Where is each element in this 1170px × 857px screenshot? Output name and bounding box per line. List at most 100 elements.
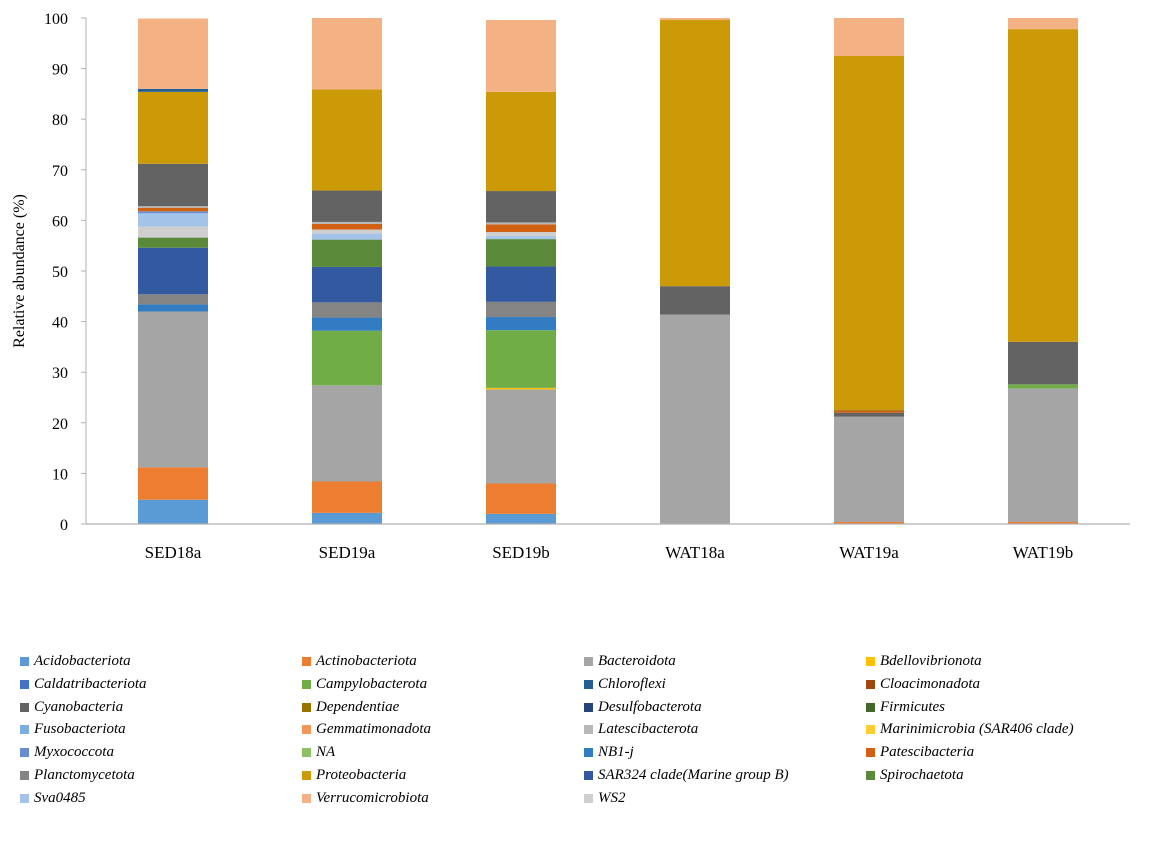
legend-swatch bbox=[584, 679, 593, 689]
x-tick-label: SED19b bbox=[492, 543, 550, 562]
bar-segment-SED19b-planctomycetota bbox=[486, 301, 556, 318]
bar-segment-SED19b-sar324-clade-marine-group-b- bbox=[486, 266, 556, 302]
bar-segment-WAT19b-actinobacteriota bbox=[1008, 521, 1078, 524]
x-tick-label: WAT19b bbox=[1013, 543, 1073, 562]
legend-label: Planctomycetota bbox=[34, 767, 135, 784]
bar-segment-SED18a-actinobacteriota bbox=[138, 467, 208, 500]
bar-segment-SED18a-spirochaetota bbox=[138, 237, 208, 248]
bar-segment-SED18a-latescibacterota bbox=[138, 206, 208, 208]
legend-swatch bbox=[302, 771, 311, 781]
bar-segment-SED18a-cyanobacteria bbox=[138, 163, 208, 207]
bar-segment-SED19a-bacteroidota bbox=[312, 385, 382, 482]
bar-segment-SED19a-nb1-j bbox=[312, 317, 382, 331]
legend-label: Gemmatimonadota bbox=[316, 721, 431, 738]
bar-segment-SED18a-nb1-j bbox=[138, 304, 208, 312]
x-tick-label: WAT18a bbox=[665, 543, 725, 562]
bar-segment-WAT19a-cyanobacteria bbox=[834, 412, 904, 417]
y-tick-label: 40 bbox=[52, 315, 68, 332]
legend-label: Sva0485 bbox=[34, 790, 86, 807]
bar-segment-SED19b-patescibacteria bbox=[486, 224, 556, 233]
legend-item: Acidobacteriota bbox=[20, 652, 302, 671]
bar-segment-SED19a-sar324-clade-marine-group-b- bbox=[312, 266, 382, 303]
legend-swatch bbox=[20, 748, 29, 758]
legend-swatch bbox=[20, 679, 29, 689]
legend-swatch bbox=[866, 702, 875, 712]
legend-swatch bbox=[866, 771, 875, 781]
legend-label: Cyanobacteria bbox=[34, 698, 124, 715]
legend-label: SAR324 clade(Marine group B) bbox=[598, 767, 789, 784]
bar-segment-WAT19b-cyanobacteria bbox=[1008, 341, 1078, 385]
bar-segment-SED19b-latescibacterota bbox=[486, 222, 556, 225]
legend-item: Campylobacterota bbox=[302, 675, 584, 694]
bar-segment-SED19b-cyanobacteria bbox=[486, 191, 556, 223]
legend-swatch bbox=[866, 656, 875, 666]
bar-segment-SED19a-ws2 bbox=[312, 229, 382, 234]
legend-label: Myxococcota bbox=[34, 744, 114, 761]
y-tick-label: 0 bbox=[60, 517, 68, 534]
bar-segment-SED19b-nb1-j bbox=[486, 317, 556, 331]
legend-swatch bbox=[302, 725, 311, 735]
legend-item: Gemmatimonadota bbox=[302, 721, 584, 740]
bar-segment-SED18a-myxococcota bbox=[138, 211, 208, 214]
x-axis-labels: SED18a SED19a SED19b WAT18a WAT19a WAT19b bbox=[145, 543, 1074, 562]
legend-label: Desulfobacterota bbox=[598, 698, 702, 715]
legend-item: SAR324 clade(Marine group B) bbox=[584, 766, 866, 785]
y-tick-label: 30 bbox=[52, 365, 68, 382]
legend-item: Proteobacteria bbox=[302, 766, 584, 785]
legend-label: Verrucomicrobiota bbox=[316, 790, 429, 807]
legend-swatch bbox=[866, 725, 875, 735]
bar-segment-SED18a-ws2 bbox=[138, 226, 208, 238]
legend-swatch bbox=[20, 771, 29, 781]
bar-segment-SED18a-sar324-clade-marine-group-b- bbox=[138, 247, 208, 295]
y-tick-label: 60 bbox=[52, 213, 68, 230]
bar-segment-SED18a-acidobacteriota bbox=[138, 499, 208, 524]
bar-segment-WAT19a-actinobacteriota bbox=[834, 521, 904, 524]
bar-segment-WAT19a-bacteroidota bbox=[834, 416, 904, 522]
bars bbox=[138, 18, 1078, 524]
legend-swatch bbox=[302, 679, 311, 689]
bar-segment-WAT19b-verrucomicrobiota bbox=[1008, 18, 1078, 30]
legend-label: Cloacimonadota bbox=[880, 675, 980, 692]
bar-segment-WAT18a-bacteroidota bbox=[660, 314, 730, 524]
legend-item: Planctomycetota bbox=[20, 766, 302, 785]
legend-label: Spirochaetota bbox=[880, 767, 964, 784]
legend-swatch bbox=[584, 725, 593, 735]
legend-swatch bbox=[302, 748, 311, 758]
bar-segment-SED19a-campylobacterota bbox=[312, 330, 382, 386]
legend-item: Firmicutes bbox=[866, 698, 1148, 717]
legend-label: Marinimicrobia (SAR406 clade) bbox=[880, 721, 1074, 738]
legend-item: Caldatribacteriota bbox=[20, 675, 302, 694]
legend-swatch bbox=[584, 794, 593, 804]
legend-label: NA bbox=[316, 744, 336, 761]
legend-swatch bbox=[866, 748, 875, 758]
bar-segment-SED19a-spirochaetota bbox=[312, 239, 382, 267]
legend-swatch bbox=[866, 679, 875, 689]
bar-segment-WAT19b-proteobacteria bbox=[1008, 29, 1078, 342]
bar-segment-WAT19b-campylobacterota bbox=[1008, 384, 1078, 389]
bar-segment-WAT19a-proteobacteria bbox=[834, 55, 904, 410]
y-tick-label: 20 bbox=[52, 416, 68, 433]
legend-item: Marinimicrobia (SAR406 clade) bbox=[866, 721, 1148, 740]
y-tick-label: 50 bbox=[52, 264, 68, 281]
legend-item: NA bbox=[302, 744, 584, 763]
x-tick-label: WAT19a bbox=[839, 543, 899, 562]
bar-segment-SED19a-patescibacteria bbox=[312, 223, 382, 230]
legend-swatch bbox=[20, 656, 29, 666]
legend-swatch bbox=[584, 748, 593, 758]
legend-item: Actinobacteriota bbox=[302, 652, 584, 671]
legend-item: Bdellovibrionota bbox=[866, 652, 1148, 671]
x-tick-label: SED18a bbox=[145, 543, 202, 562]
legend-label: NB1-j bbox=[598, 744, 634, 761]
legend-label: Chloroflexi bbox=[598, 675, 666, 692]
legend-swatch bbox=[20, 794, 29, 804]
legend-label: Bdellovibrionota bbox=[880, 652, 982, 669]
x-tick-label: SED19a bbox=[319, 543, 376, 562]
y-tick-label: 10 bbox=[52, 466, 68, 483]
bar-segment-SED19a-planctomycetota bbox=[312, 302, 382, 318]
legend-label: Latescibacterota bbox=[598, 721, 699, 738]
legend-item: WS2 bbox=[584, 789, 866, 808]
legend-item: Desulfobacterota bbox=[584, 698, 866, 717]
bar-segment-WAT19a-patescibacteria bbox=[834, 410, 904, 413]
legend-swatch bbox=[302, 656, 311, 666]
legend-item: NB1-j bbox=[584, 744, 866, 763]
